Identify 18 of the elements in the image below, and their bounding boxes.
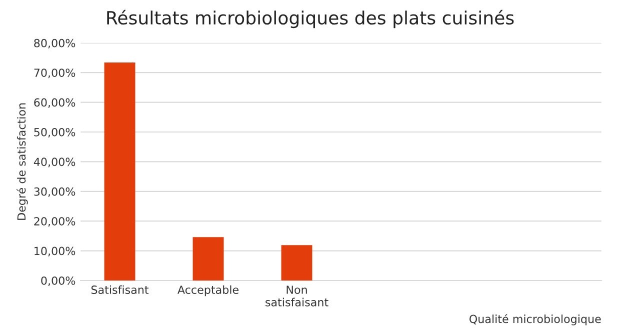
x-tick-label: Satisfisant (91, 285, 149, 294)
y-tick-label: 10,00% (34, 246, 76, 256)
y-tick-label: 60,00% (34, 98, 76, 108)
y-tick-label: 70,00% (34, 68, 76, 78)
bar (192, 237, 224, 280)
bar (104, 62, 136, 280)
y-tick-label: 30,00% (34, 187, 76, 197)
y-axis-title: Degré de satisfaction (16, 103, 28, 220)
y-tick-label: 80,00% (34, 38, 76, 48)
y-tick-label: 50,00% (34, 128, 76, 138)
x-tick-label: Non satisfaisant (266, 286, 328, 306)
bar (281, 245, 312, 280)
y-tick-label: 40,00% (34, 158, 76, 168)
y-tick-label: 0,00% (41, 276, 76, 286)
chart-title: Résultats microbiologiques des plats cuisinés (107, 10, 514, 28)
x-tick-label: Acceptable (178, 285, 238, 296)
x-axis-title: Qualité microbiologique (469, 314, 601, 326)
y-tick-label: 20,00% (34, 217, 76, 227)
